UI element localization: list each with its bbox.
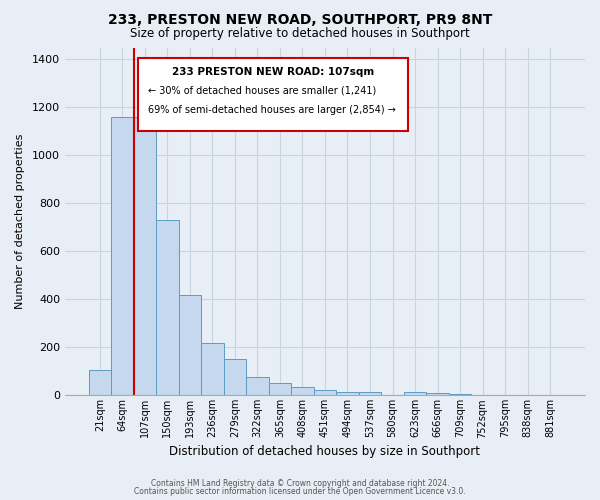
Bar bbox=[89, 370, 111, 396]
Bar bbox=[201, 342, 224, 396]
Bar bbox=[246, 378, 269, 396]
Bar bbox=[111, 117, 134, 396]
Bar bbox=[426, 393, 449, 396]
Bar bbox=[359, 392, 381, 396]
Text: ← 30% of detached houses are smaller (1,241): ← 30% of detached houses are smaller (1,… bbox=[148, 86, 376, 96]
Bar bbox=[224, 360, 246, 396]
Text: 69% of semi-detached houses are larger (2,854) →: 69% of semi-detached houses are larger (… bbox=[148, 105, 396, 115]
FancyBboxPatch shape bbox=[138, 58, 408, 131]
X-axis label: Distribution of detached houses by size in Southport: Distribution of detached houses by size … bbox=[169, 444, 481, 458]
Text: Size of property relative to detached houses in Southport: Size of property relative to detached ho… bbox=[130, 28, 470, 40]
Bar bbox=[134, 117, 156, 396]
Bar bbox=[179, 294, 201, 396]
Text: 233 PRESTON NEW ROAD: 107sqm: 233 PRESTON NEW ROAD: 107sqm bbox=[172, 66, 374, 76]
Text: Contains public sector information licensed under the Open Government Licence v3: Contains public sector information licen… bbox=[134, 487, 466, 496]
Bar bbox=[156, 220, 179, 396]
Bar bbox=[291, 387, 314, 396]
Bar bbox=[336, 392, 359, 396]
Y-axis label: Number of detached properties: Number of detached properties bbox=[15, 134, 25, 309]
Bar bbox=[314, 390, 336, 396]
Text: 233, PRESTON NEW ROAD, SOUTHPORT, PR9 8NT: 233, PRESTON NEW ROAD, SOUTHPORT, PR9 8N… bbox=[108, 12, 492, 26]
Bar bbox=[269, 384, 291, 396]
Bar bbox=[449, 394, 472, 396]
Text: Contains HM Land Registry data © Crown copyright and database right 2024.: Contains HM Land Registry data © Crown c… bbox=[151, 478, 449, 488]
Bar bbox=[404, 392, 426, 396]
